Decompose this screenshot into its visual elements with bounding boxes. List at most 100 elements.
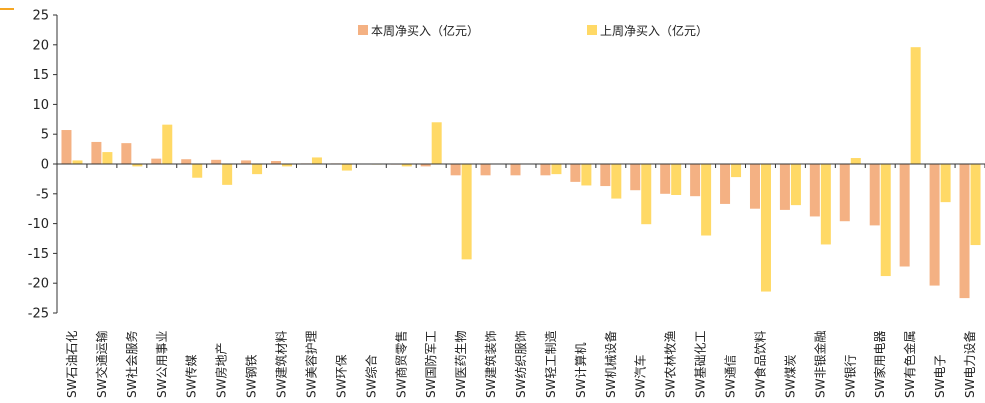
x-category-label: SW银行: [843, 355, 857, 398]
x-category-label: SW非银金融: [812, 331, 827, 398]
x-category-label: SW医药生物: [454, 331, 468, 398]
x-category-label: SW公用事业: [155, 331, 169, 398]
bar-series1-22: [690, 164, 701, 197]
bar-series1-8: [271, 161, 282, 164]
bar-series2-28: [880, 164, 891, 277]
bar-series1-21: [660, 164, 671, 194]
bar-series2-1: [72, 160, 83, 164]
bar-series1-7: [241, 160, 252, 164]
x-category-label: SW综合: [363, 355, 378, 398]
bar-series1-15: [480, 164, 491, 176]
bar-series2-7: [252, 164, 263, 175]
x-category-label: SW基础化工: [694, 331, 708, 398]
bar-series2-26: [820, 164, 831, 245]
bar-series1-24: [749, 164, 760, 209]
bar-series1-23: [720, 164, 731, 204]
y-tick-label: -5: [36, 187, 49, 202]
legend-label-series2: 上周净买入（亿元）: [600, 23, 708, 38]
y-tick-label: -25: [28, 307, 49, 322]
bar-series1-16: [510, 164, 521, 176]
bar-series1-30: [929, 164, 940, 286]
bar-series2-5: [192, 164, 203, 178]
x-category-label: SW环保: [334, 355, 348, 398]
bar-series2-13: [431, 122, 442, 164]
x-category-label: SW轻工制造: [544, 331, 558, 398]
bar-series2-21: [671, 164, 682, 195]
bar-series2-9: [311, 157, 322, 164]
x-category-label: SW农林牧渔: [664, 331, 678, 398]
bar-series2-4: [162, 124, 173, 164]
bar-series1-20: [630, 164, 641, 191]
x-category-label: SW钢铁: [245, 355, 259, 398]
y-tick-label: -20: [28, 277, 49, 292]
x-category-label: SW交通运输: [94, 331, 109, 398]
bar-series2-22: [701, 164, 712, 236]
bar-series2-30: [940, 164, 951, 203]
y-tick-label: 15: [32, 68, 49, 83]
bar-series2-8: [282, 164, 293, 167]
bar-series2-29: [910, 47, 921, 164]
bar-series1-17: [540, 164, 551, 176]
x-category-label: SW商贸零售: [393, 331, 408, 398]
bar-series1-27: [839, 164, 850, 222]
bar-series1-26: [809, 164, 820, 217]
x-category-label: SW建筑材料: [274, 331, 289, 398]
legend-label-series1: 本周净买入（亿元）: [371, 23, 479, 38]
bar-series2-3: [132, 164, 143, 167]
bar-series2-17: [551, 164, 562, 175]
x-category-label: SW社会服务: [124, 331, 139, 398]
bar-series1-19: [600, 164, 611, 187]
bar-series1-5: [181, 159, 192, 164]
y-tick-label: -10: [28, 217, 49, 232]
legend-swatch-series2: [587, 25, 597, 35]
bar-series2-24: [760, 164, 771, 292]
x-category-label: SW计算机: [573, 343, 588, 398]
bar-series2-18: [581, 164, 592, 186]
x-category-label: SW食品饮料: [752, 331, 767, 398]
bar-series2-20: [641, 164, 652, 225]
bar-series2-27: [850, 158, 861, 164]
legend-swatch-series1: [358, 25, 368, 35]
bar-series1-3: [121, 143, 132, 164]
bar-series1-25: [779, 164, 790, 210]
bar-series1-14: [450, 164, 461, 176]
bar-series1-18: [570, 164, 581, 182]
x-category-label: SW建筑装饰: [483, 331, 498, 398]
x-category-label: SW传媒: [184, 355, 199, 398]
bar-series1-6: [211, 159, 222, 164]
x-category-labels: SW石油石化 SW交通运输 SW社会服务 SW公用事业 SW传媒 SW房地产 SW钢铁 SW建…: [65, 331, 977, 398]
bar-series1-31: [959, 164, 970, 299]
x-category-label: SW家用电器: [872, 331, 887, 398]
bar-series2-19: [611, 164, 622, 199]
x-category-label: SW电子: [933, 355, 947, 398]
x-category-label: SW汽车: [633, 355, 648, 398]
x-category-label: SW煤炭: [783, 355, 797, 398]
y-tick-label: 10: [32, 98, 49, 113]
x-category-label: SW电力设备: [963, 331, 977, 398]
bar-series1-28: [869, 164, 880, 226]
bar-series2-6: [222, 164, 233, 185]
y-tick-label: 20: [32, 38, 49, 53]
x-category-label: SW美容护理: [303, 331, 318, 398]
bars-group: [61, 47, 981, 299]
bar-series1-1: [61, 130, 72, 164]
bar-series1-13: [420, 164, 431, 167]
x-category-label: SW机械设备: [603, 331, 618, 398]
bar-series1-2: [91, 141, 102, 164]
bar-series1-4: [151, 158, 162, 164]
x-category-label: SW石油石化: [65, 331, 79, 398]
y-tick-label: 5: [41, 128, 49, 143]
legend: 本周净买入（亿元） 上周净买入（亿元）: [358, 23, 708, 38]
bar-series2-14: [461, 164, 472, 260]
y-tick-label: 0: [41, 158, 49, 173]
x-category-label: SW国防军工: [423, 331, 438, 398]
bar-series2-25: [790, 164, 801, 206]
y-tick-labels: -25 -20 -15 -10 -5 0 5 10 15 20 25: [28, 9, 49, 322]
bar-series2-31: [970, 164, 981, 246]
x-category-label: SW有色金属: [902, 331, 917, 398]
axes-group: [53, 14, 985, 314]
x-category-label: SW通信: [724, 355, 738, 398]
bar-series1-29: [899, 164, 910, 267]
y-tick-label: 25: [32, 9, 49, 24]
